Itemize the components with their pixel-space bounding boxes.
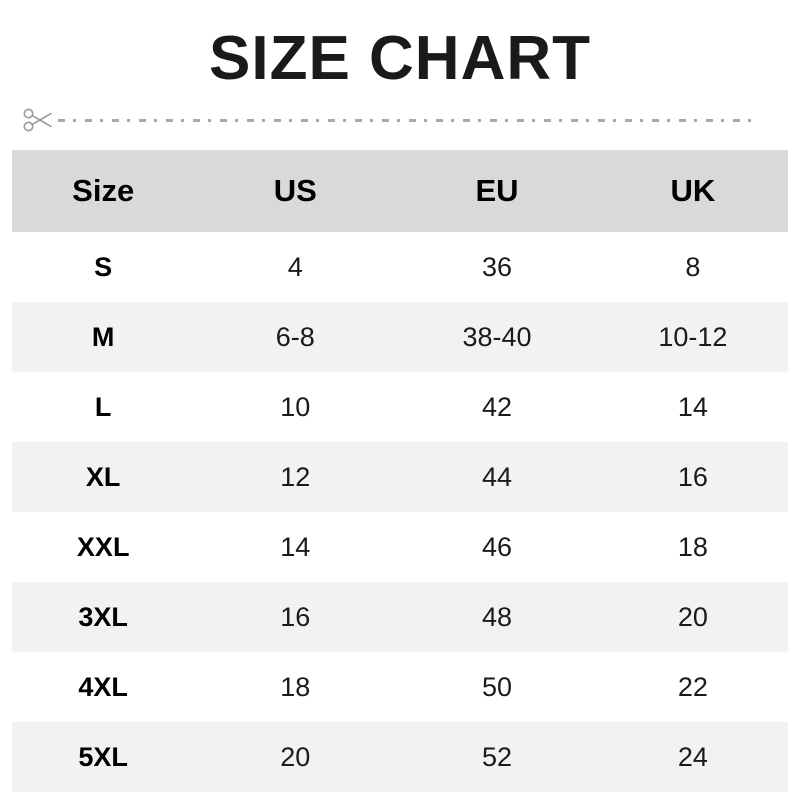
page-title: SIZE CHART [209, 24, 591, 93]
cell-us: 20 [280, 741, 311, 772]
column-header-us: US [194, 150, 397, 232]
cell-uk: 14 [677, 391, 708, 422]
cell-eu: 48 [481, 601, 512, 632]
size-chart-table: Size US EU UK S 4 36 8 M 6-8 38-40 10-12… [12, 150, 788, 792]
cell-eu: 46 [481, 531, 512, 562]
cell-size: XL [85, 461, 121, 492]
cell-eu: 42 [481, 391, 512, 422]
cell-size: L [94, 391, 112, 422]
cell-us: 6-8 [275, 321, 315, 352]
cell-us: 12 [280, 461, 311, 492]
scissors-icon [23, 108, 52, 132]
cell-size: S [94, 251, 113, 282]
cell-size: 4XL [78, 671, 128, 702]
cell-uk: 8 [685, 251, 701, 282]
cell-uk: 16 [677, 461, 708, 492]
cut-line [22, 103, 774, 137]
table-row: L 10 42 14 [12, 372, 788, 442]
cell-uk: 18 [677, 531, 708, 562]
cell-size: M [91, 321, 115, 352]
table-header-row: Size US EU UK [12, 150, 788, 232]
table-row: XL 12 44 16 [12, 442, 788, 512]
column-header-uk: UK [597, 150, 788, 232]
table-body: S 4 36 8 M 6-8 38-40 10-12 L 10 42 14 XL… [12, 232, 788, 792]
table-row: XXL 14 46 18 [12, 512, 788, 582]
cell-size: 5XL [78, 741, 128, 772]
table-row: S 4 36 8 [12, 232, 788, 302]
cell-eu: 44 [481, 461, 512, 492]
cell-us: 16 [280, 601, 311, 632]
cell-eu: 52 [481, 741, 512, 772]
column-header-eu: EU [396, 150, 598, 232]
cell-eu: 38-40 [462, 321, 532, 352]
cell-eu: 50 [481, 671, 512, 702]
dashed-cut-line [58, 118, 756, 122]
cell-uk: 22 [677, 671, 708, 702]
cell-us: 14 [280, 531, 311, 562]
table-row: 3XL 16 48 20 [12, 582, 788, 652]
cell-us: 10 [280, 391, 311, 422]
cell-uk: 10-12 [658, 321, 728, 352]
table-row: 5XL 20 52 24 [12, 722, 788, 792]
cell-eu: 36 [481, 251, 512, 282]
table-header: Size US EU UK [12, 150, 788, 232]
column-header-size: Size [12, 150, 195, 232]
table-row: M 6-8 38-40 10-12 [12, 302, 788, 372]
cell-uk: 20 [677, 601, 708, 632]
cell-us: 4 [287, 251, 303, 282]
cell-us: 18 [280, 671, 311, 702]
cell-size: XXL [76, 531, 130, 562]
cell-uk: 24 [677, 741, 708, 772]
cell-size: 3XL [78, 601, 128, 632]
table-row: 4XL 18 50 22 [12, 652, 788, 722]
